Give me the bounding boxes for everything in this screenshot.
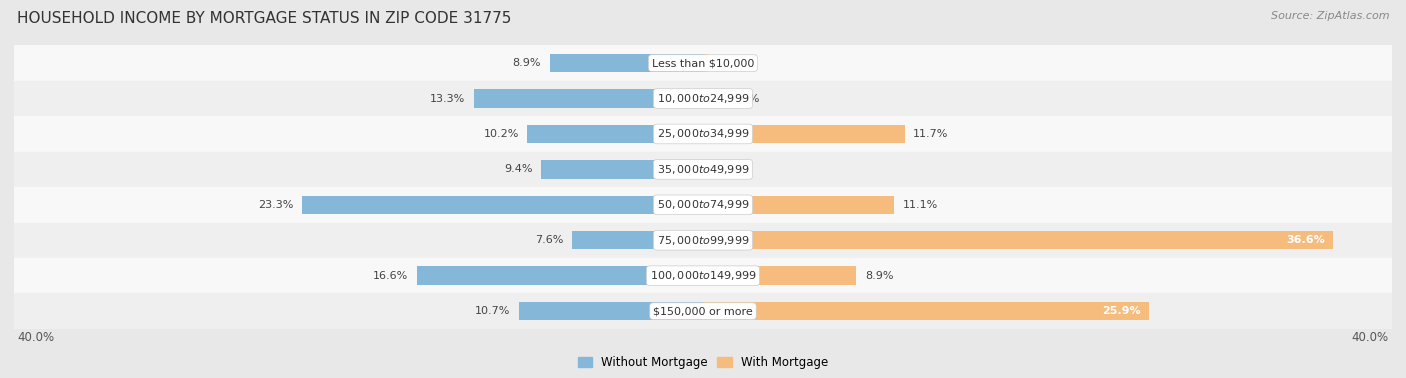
- Bar: [14, 116, 1392, 152]
- Text: 10.7%: 10.7%: [475, 306, 510, 316]
- Text: 11.1%: 11.1%: [903, 200, 938, 210]
- Text: 23.3%: 23.3%: [257, 200, 292, 210]
- Text: $100,000 to $149,999: $100,000 to $149,999: [650, 269, 756, 282]
- Text: 25.9%: 25.9%: [1102, 306, 1140, 316]
- Text: $35,000 to $49,999: $35,000 to $49,999: [657, 163, 749, 176]
- Bar: [541, 160, 703, 179]
- Text: Less than $10,000: Less than $10,000: [652, 58, 754, 68]
- Text: 40.0%: 40.0%: [17, 331, 55, 344]
- Text: 16.6%: 16.6%: [373, 271, 409, 281]
- Bar: [14, 293, 1392, 329]
- Legend: Without Mortgage, With Mortgage: Without Mortgage, With Mortgage: [574, 352, 832, 374]
- Text: 7.6%: 7.6%: [536, 235, 564, 245]
- Text: 9.4%: 9.4%: [503, 164, 533, 174]
- Text: $25,000 to $34,999: $25,000 to $34,999: [657, 127, 749, 141]
- Bar: [703, 302, 1149, 321]
- Text: $50,000 to $74,999: $50,000 to $74,999: [657, 198, 749, 211]
- Bar: [703, 125, 904, 143]
- Bar: [519, 302, 703, 321]
- Bar: [550, 54, 703, 72]
- Text: 10.2%: 10.2%: [484, 129, 519, 139]
- Bar: [703, 231, 1333, 249]
- Bar: [703, 54, 709, 72]
- Bar: [703, 89, 724, 108]
- Bar: [703, 160, 709, 179]
- Text: 13.3%: 13.3%: [430, 93, 465, 104]
- Bar: [14, 223, 1392, 258]
- Text: Source: ZipAtlas.com: Source: ZipAtlas.com: [1271, 11, 1389, 21]
- Bar: [703, 266, 856, 285]
- Bar: [14, 45, 1392, 81]
- Text: 40.0%: 40.0%: [1351, 331, 1389, 344]
- Text: 1.2%: 1.2%: [733, 93, 761, 104]
- Text: $150,000 or more: $150,000 or more: [654, 306, 752, 316]
- Text: 11.7%: 11.7%: [912, 129, 949, 139]
- Text: 36.6%: 36.6%: [1286, 235, 1324, 245]
- Bar: [14, 187, 1392, 223]
- Text: $10,000 to $24,999: $10,000 to $24,999: [657, 92, 749, 105]
- Bar: [527, 125, 703, 143]
- Bar: [474, 89, 703, 108]
- Text: 0.31%: 0.31%: [717, 164, 752, 174]
- Bar: [703, 196, 894, 214]
- Bar: [14, 81, 1392, 116]
- Text: 8.9%: 8.9%: [513, 58, 541, 68]
- Bar: [302, 196, 703, 214]
- Text: 0.31%: 0.31%: [717, 58, 752, 68]
- Bar: [14, 258, 1392, 293]
- Text: HOUSEHOLD INCOME BY MORTGAGE STATUS IN ZIP CODE 31775: HOUSEHOLD INCOME BY MORTGAGE STATUS IN Z…: [17, 11, 512, 26]
- Text: 8.9%: 8.9%: [865, 271, 893, 281]
- Bar: [14, 152, 1392, 187]
- Bar: [572, 231, 703, 249]
- Bar: [418, 266, 703, 285]
- Text: $75,000 to $99,999: $75,000 to $99,999: [657, 234, 749, 247]
